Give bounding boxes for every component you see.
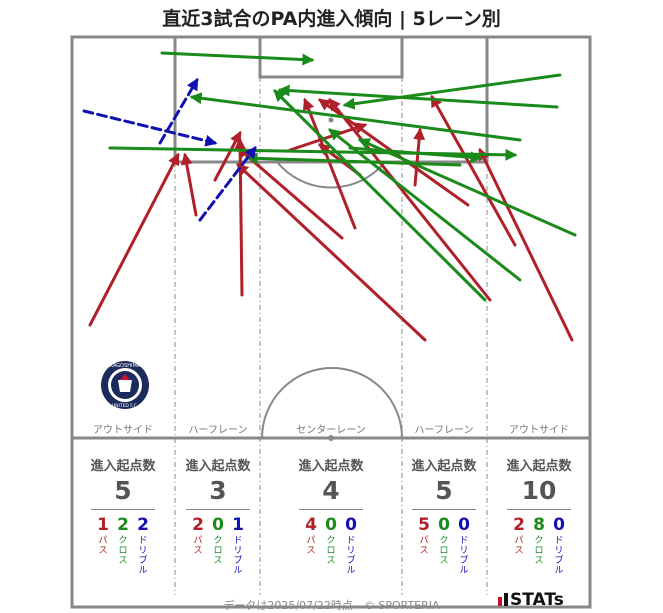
penalty-spot [328, 117, 334, 123]
center-circle [261, 367, 403, 439]
stat-dribble-label: ドリブル [233, 536, 243, 576]
cross-arrow [342, 73, 562, 110]
stat-dribble-count: 0 [553, 515, 565, 535]
cross-arrow [357, 138, 577, 237]
stat-cross-label: クロス [213, 536, 223, 566]
logo-mark-icon [504, 593, 508, 606]
stat-pass-count: 2 [513, 515, 525, 535]
stat-dribble-count: 2 [137, 515, 149, 535]
stat-cross-count: 0 [325, 515, 337, 535]
penalty-arc [276, 161, 386, 189]
pass-arrow [236, 163, 427, 342]
stat-dribble-count: 0 [345, 515, 357, 535]
stat-cross-count: 0 [438, 515, 450, 535]
pass-arrow [302, 97, 357, 230]
stat-dribble-label: ドリブル [459, 536, 469, 576]
dribble-arrow [158, 77, 199, 145]
stat-divider [186, 509, 250, 510]
stat-divider [91, 509, 155, 510]
stat-header: 進入起点数 [298, 459, 364, 474]
goal-area [258, 35, 404, 79]
stat-dribble-count: 0 [458, 515, 470, 535]
stat-dribble-label: ドリブル [138, 536, 148, 576]
stat-pass-count: 4 [305, 515, 317, 535]
lane-label-half-left: ハーフレーン [188, 425, 248, 436]
stat-pass-label: パス [98, 536, 108, 556]
stat-cross-label: クロス [326, 536, 336, 566]
stat-cross-label: クロス [118, 536, 128, 566]
stat-cross-label: クロス [534, 536, 544, 566]
pass-arrow [413, 127, 426, 187]
footer-credit: データは2025/07/22時点 © SPORTERIA [223, 599, 440, 612]
lane-label-outside-right: アウトサイド [509, 425, 569, 436]
lane-label-center: センターレーン [296, 425, 366, 436]
dribble-arrow [198, 146, 257, 222]
dribble-arrow [82, 109, 218, 147]
cross-arrow [189, 92, 522, 142]
pass-arrow [478, 147, 574, 342]
stat-dribble-label: ドリブル [554, 536, 564, 576]
stat-total: 4 [322, 476, 340, 505]
club-crest-icon: KAGOSHIMA UNITED F.C. [101, 361, 149, 409]
stat-header: 進入起点数 [185, 459, 251, 474]
cross-arrow [328, 128, 522, 282]
stats-logo: STATs [498, 590, 564, 610]
pass-arrow [430, 94, 517, 247]
brand-name: STATs [510, 590, 564, 610]
cross-arrow [348, 146, 483, 164]
center-spot [328, 435, 334, 441]
stat-total: 5 [114, 476, 132, 505]
stat-total: 5 [435, 476, 453, 505]
stat-pass-label: パス [306, 536, 316, 556]
stat-cross-count: 0 [212, 515, 224, 535]
stat-dribble-count: 1 [232, 515, 244, 535]
stat-header: 進入起点数 [90, 459, 156, 474]
cross-arrow [160, 51, 315, 66]
cross-arrow [277, 84, 559, 109]
stat-divider [299, 509, 363, 510]
cross-arrow [245, 152, 462, 167]
stat-pass-count: 5 [418, 515, 430, 535]
stat-total: 3 [209, 476, 227, 505]
lane-label-outside-left: アウトサイド [93, 425, 153, 436]
lane-label-half-right: ハーフレーン [414, 425, 474, 436]
stat-header: 進入起点数 [506, 459, 572, 474]
stat-divider [412, 509, 476, 510]
crest-text-top: KAGOSHIMA [110, 363, 141, 369]
crest-text-bottom: UNITED F.C. [112, 403, 138, 409]
cross-arrow [108, 146, 518, 161]
stat-pass-count: 1 [97, 515, 109, 535]
stat-cross-label: クロス [439, 536, 449, 566]
entry-arrows [82, 51, 577, 342]
pass-arrow [180, 152, 198, 217]
stat-divider [507, 509, 571, 510]
stat-pass-label: パス [514, 536, 524, 556]
stat-cross-count: 2 [117, 515, 129, 535]
pass-arrow [88, 152, 180, 327]
stat-pass-count: 2 [192, 515, 204, 535]
stat-cross-count: 8 [533, 515, 545, 535]
cross-arrow [273, 89, 487, 302]
logo-mark-icon [498, 597, 502, 606]
stat-dribble-label: ドリブル [346, 536, 356, 576]
pass-arrow [328, 98, 492, 302]
stat-pass-label: パス [193, 536, 203, 556]
page-title: 直近3試合のPA内進入傾向 | 5レーン別 [162, 8, 501, 30]
stat-total: 10 [521, 476, 557, 505]
stat-pass-label: パス [419, 536, 429, 556]
stat-header: 進入起点数 [411, 459, 477, 474]
